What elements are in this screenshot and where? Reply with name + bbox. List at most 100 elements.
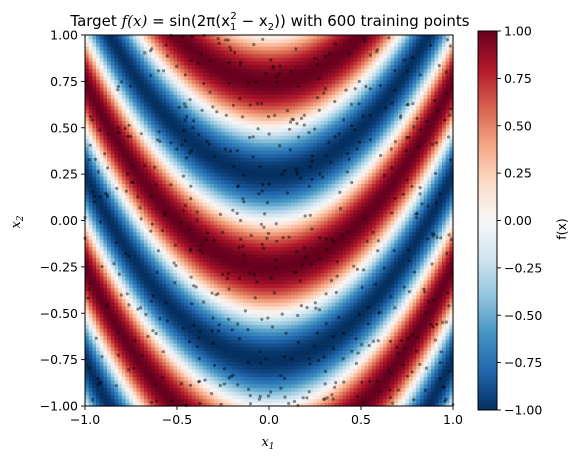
heatmap-cell — [412, 342, 417, 348]
heatmap-cell — [158, 294, 163, 300]
heatmap-cell — [427, 246, 432, 251]
heatmap-cell — [143, 387, 149, 392]
heatmap-cell — [335, 239, 340, 244]
heatmap-cell — [272, 328, 277, 333]
heatmap-cell — [368, 402, 373, 407]
heatmap-cell — [394, 235, 399, 240]
heatmap-cell — [254, 354, 259, 359]
heatmap-cell — [441, 394, 447, 400]
heatmap-cell — [92, 331, 97, 337]
heatmap-cell — [254, 220, 259, 225]
heatmap-cell — [331, 376, 336, 381]
heatmap-cell — [397, 298, 403, 303]
heatmap-cell — [88, 368, 93, 374]
heatmap-cell — [195, 383, 200, 389]
heatmap-cell — [386, 287, 392, 292]
heatmap-cell — [412, 387, 417, 392]
heatmap-cell — [154, 357, 160, 363]
heatmap-cell — [320, 239, 325, 244]
heatmap-cell — [136, 365, 141, 370]
heatmap-cell — [121, 294, 127, 300]
heatmap-cell — [213, 246, 219, 251]
heatmap-cell — [92, 231, 97, 236]
heatmap-cell — [287, 287, 292, 292]
heatmap-cell — [158, 250, 163, 255]
heatmap-cell — [320, 313, 325, 318]
heatmap-cell — [408, 324, 414, 329]
heatmap-cell — [335, 316, 340, 322]
heatmap-cell — [390, 302, 395, 307]
heatmap-cell — [162, 376, 167, 381]
heatmap-cell — [283, 294, 288, 300]
heatmap-cell — [154, 335, 160, 340]
heatmap-cell — [272, 365, 277, 370]
heatmap-cell — [232, 276, 237, 281]
heatmap-cell — [195, 239, 200, 244]
heatmap-cell — [177, 294, 182, 300]
heatmap-cell — [287, 357, 292, 363]
heatmap-cell — [280, 253, 285, 259]
heatmap-cell — [430, 265, 436, 270]
heatmap-cell — [143, 265, 149, 270]
heatmap-cell — [254, 268, 259, 274]
heatmap-cell — [191, 320, 196, 325]
heatmap-cell — [243, 235, 248, 240]
heatmap-cell — [195, 298, 200, 303]
heatmap-cell — [107, 361, 112, 366]
heatmap-cell — [353, 339, 358, 344]
heatmap-cell — [125, 380, 130, 385]
heatmap-cell — [217, 368, 222, 374]
heatmap-cell — [305, 357, 311, 363]
heatmap-cell — [313, 309, 318, 314]
heatmap-cell — [445, 383, 450, 389]
heatmap-cell — [162, 361, 167, 366]
heatmap-cell — [416, 283, 421, 288]
heatmap-cell — [313, 320, 318, 325]
heatmap-cell — [269, 346, 274, 351]
heatmap-cell — [379, 283, 384, 288]
heatmap-cell — [408, 265, 414, 270]
heatmap-cell — [302, 246, 307, 251]
heatmap-cell — [191, 316, 196, 322]
heatmap-cell — [110, 365, 116, 370]
heatmap-cell — [169, 372, 174, 377]
heatmap-cell — [287, 380, 292, 385]
heatmap-cell — [99, 331, 104, 337]
heatmap-cell — [246, 309, 252, 314]
heatmap-cell — [294, 324, 300, 329]
heatmap-cell — [441, 287, 447, 292]
heatmap-cell — [313, 235, 318, 240]
heatmap-cell — [250, 227, 255, 233]
heatmap-cell — [335, 313, 340, 318]
heatmap-cell — [276, 242, 281, 248]
heatmap-cell — [291, 253, 296, 259]
heatmap-cell — [195, 268, 200, 274]
heatmap-cell — [375, 354, 380, 359]
heatmap-cell — [213, 316, 219, 322]
heatmap-cell — [129, 316, 134, 322]
heatmap-cell — [221, 276, 226, 281]
heatmap-cell — [199, 298, 204, 303]
heatmap-cell — [324, 342, 329, 348]
heatmap-cell — [383, 328, 388, 333]
heatmap-cell — [353, 335, 358, 340]
heatmap-cell — [254, 342, 259, 348]
heatmap-cell — [357, 242, 362, 248]
heatmap-cell — [316, 342, 322, 348]
heatmap-cell — [313, 239, 318, 244]
heatmap-cell — [107, 287, 112, 292]
heatmap-cell — [280, 261, 285, 266]
heatmap-cell — [302, 257, 307, 262]
heatmap-cell — [372, 320, 377, 325]
heatmap-cell — [438, 380, 443, 385]
heatmap-cell — [298, 357, 303, 363]
heatmap-cell — [291, 268, 296, 274]
heatmap-cell — [379, 235, 384, 240]
heatmap-cell — [412, 235, 417, 240]
heatmap-cell — [129, 224, 134, 229]
heatmap-cell — [210, 380, 215, 385]
heatmap-cell — [401, 283, 406, 288]
heatmap-cell — [162, 220, 167, 225]
heatmap-cell — [121, 250, 127, 255]
heatmap-cell — [224, 231, 230, 236]
